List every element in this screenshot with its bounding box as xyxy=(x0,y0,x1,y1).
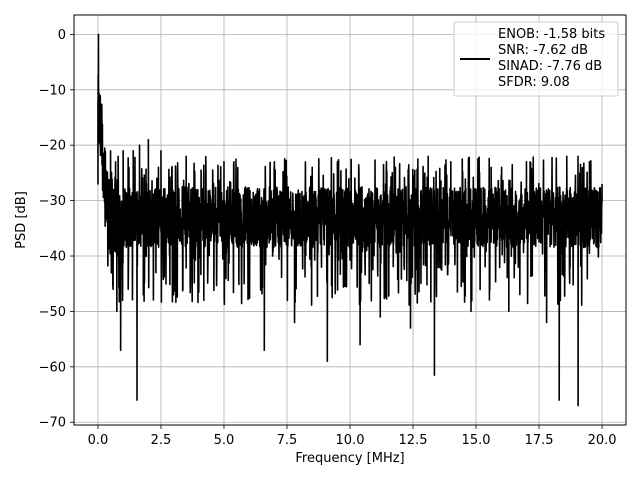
x-tick-label: 0.0 xyxy=(88,433,109,448)
y-tick-label: −70 xyxy=(39,416,66,431)
legend-line-4: SFDR: 9.08 xyxy=(498,75,570,90)
y-tick-label: −20 xyxy=(39,139,66,154)
y-tick-label: −60 xyxy=(39,360,66,375)
series-layer xyxy=(97,33,603,407)
x-tick-label: 15.0 xyxy=(462,433,491,448)
y-tick-label: −40 xyxy=(39,250,66,265)
y-tick-label: −50 xyxy=(39,305,66,320)
legend-line-2: SNR: -7.62 dB xyxy=(498,43,588,58)
x-tick-label: 5.0 xyxy=(214,433,235,448)
x-axis-label: Frequency [MHz] xyxy=(295,451,404,466)
x-tick-label: 10.0 xyxy=(336,433,365,448)
psd-series-line xyxy=(97,33,603,407)
y-tick-label: −10 xyxy=(39,83,66,98)
axis-ticks: 0.0 2.5 5.0 7.5 10.0 12.5 15.0 17.5 20.0 0 −10 −20 −… xyxy=(39,28,617,448)
x-tick-label: 12.5 xyxy=(399,433,428,448)
legend-line-3: SINAD: -7.76 dB xyxy=(498,59,602,74)
x-tick-label: 20.0 xyxy=(588,433,617,448)
legend-box xyxy=(453,21,619,97)
y-tick-label: −30 xyxy=(39,194,66,209)
x-tick-label: 2.5 xyxy=(151,433,172,448)
y-axis-label: PSD [dB] xyxy=(14,191,29,249)
x-tick-label: 7.5 xyxy=(277,433,298,448)
y-tick-label: 0 xyxy=(58,28,66,43)
x-tick-label: 17.5 xyxy=(525,433,554,448)
legend-line-1: ENOB: -1.58 bits xyxy=(498,27,605,42)
